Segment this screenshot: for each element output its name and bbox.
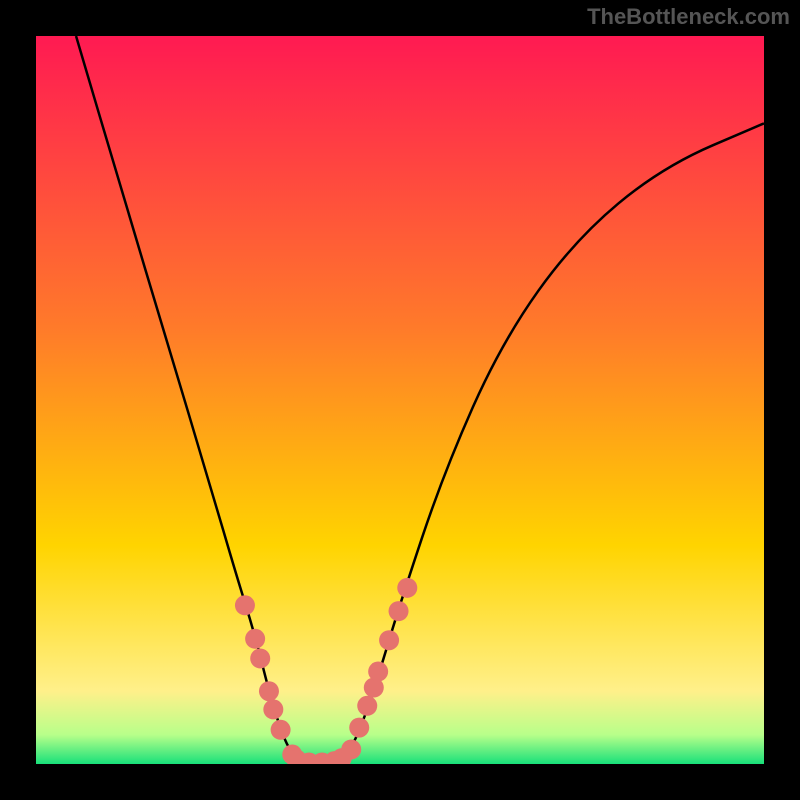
data-point bbox=[379, 630, 399, 650]
data-point bbox=[389, 601, 409, 621]
chart-svg bbox=[36, 36, 764, 764]
bottleneck-curve bbox=[76, 36, 764, 762]
data-dots bbox=[235, 578, 417, 764]
data-point bbox=[357, 696, 377, 716]
watermark-text: TheBottleneck.com bbox=[587, 4, 790, 30]
data-point bbox=[341, 739, 361, 759]
data-point bbox=[235, 595, 255, 615]
data-point bbox=[368, 662, 388, 682]
data-point bbox=[259, 681, 279, 701]
data-point bbox=[250, 648, 270, 668]
data-point bbox=[263, 699, 283, 719]
data-point bbox=[245, 629, 265, 649]
data-point bbox=[397, 578, 417, 598]
data-point bbox=[349, 718, 369, 738]
data-point bbox=[271, 720, 291, 740]
plot-area bbox=[36, 36, 764, 764]
